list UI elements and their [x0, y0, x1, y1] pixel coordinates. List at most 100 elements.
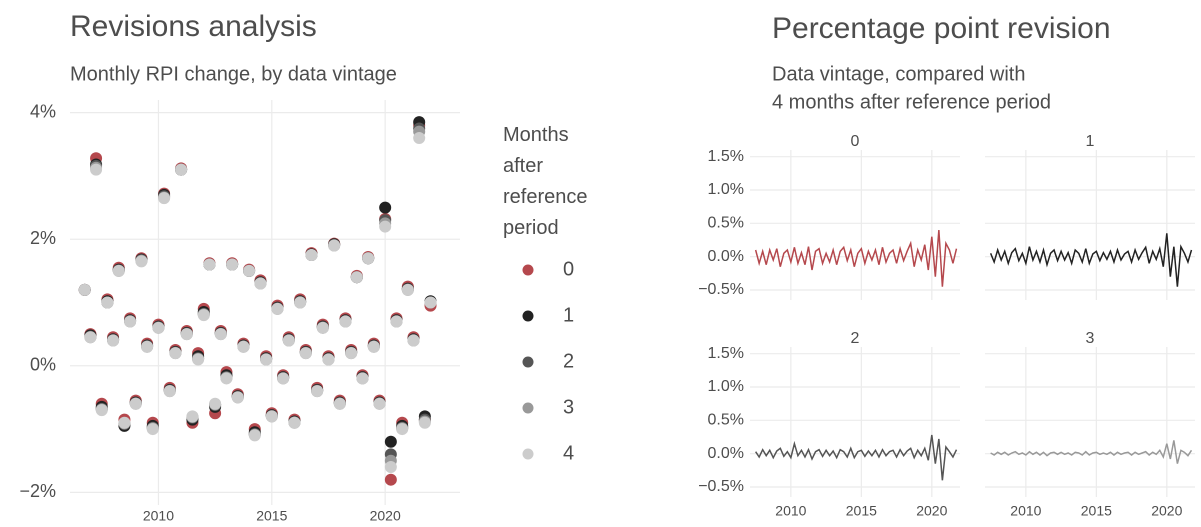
point: [118, 416, 131, 429]
point: [282, 334, 295, 347]
y-tick-label: −0.5%: [698, 478, 744, 495]
point: [367, 340, 380, 353]
point: [146, 423, 159, 436]
point: [243, 264, 256, 277]
chart-subtitle: Data vintage, compared with: [772, 63, 1025, 85]
legend-label: 2: [563, 350, 574, 372]
point: [271, 302, 284, 315]
chart-subtitle: 4 months after reference period: [772, 91, 1051, 113]
point: [186, 410, 199, 423]
legend-swatch: [522, 402, 534, 414]
y-tick-label: 4%: [30, 101, 56, 121]
point: [294, 296, 307, 309]
point: [135, 255, 148, 268]
point: [316, 321, 329, 334]
legend-label: 4: [563, 442, 574, 464]
point: [78, 283, 91, 296]
legend-label: 0: [563, 258, 574, 280]
point: [237, 340, 250, 353]
point: [141, 340, 154, 353]
point: [384, 461, 397, 474]
facet-label: 1: [1086, 133, 1095, 150]
legend-swatch: [522, 448, 534, 460]
y-tick-label: 1.5%: [708, 345, 744, 362]
x-tick-label: 2010: [1010, 503, 1041, 519]
point: [299, 347, 312, 360]
point: [305, 249, 318, 262]
legend-label: 1: [563, 304, 574, 326]
point: [379, 220, 392, 233]
chart-title: Revisions analysis: [70, 10, 317, 43]
point: [277, 372, 290, 385]
point: [390, 315, 403, 328]
point: [90, 163, 103, 176]
point: [101, 296, 114, 309]
point: [384, 435, 397, 448]
point: [254, 277, 267, 290]
y-tick-label: 0.0%: [708, 445, 744, 462]
legend-title: Months after reference period: [503, 124, 588, 239]
point: [129, 397, 142, 410]
legend-swatch: [522, 356, 534, 368]
point: [197, 309, 210, 322]
point: [220, 372, 233, 385]
line: [990, 440, 1193, 464]
point: [424, 296, 437, 309]
legend-swatch: [522, 310, 534, 322]
point: [401, 283, 414, 296]
x-tick-label: 2020: [370, 508, 401, 524]
x-tick-label: 2010: [775, 503, 806, 519]
legend-label: 3: [563, 396, 574, 418]
chart-title: Percentage point revision: [772, 12, 1111, 45]
line: [754, 229, 958, 287]
point: [396, 423, 409, 436]
legend-swatch: [522, 264, 534, 276]
point: [158, 192, 171, 205]
point: [356, 372, 369, 385]
x-tick-label: 2015: [256, 508, 287, 524]
point: [107, 334, 120, 347]
point: [333, 397, 346, 410]
facet-label: 2: [851, 330, 860, 347]
point: [384, 473, 397, 486]
y-tick-label: 1.0%: [708, 378, 744, 395]
facet-label: 3: [1086, 330, 1095, 347]
x-tick-label: 2020: [916, 503, 947, 519]
point: [124, 315, 137, 328]
point: [265, 410, 278, 423]
point: [418, 416, 431, 429]
point: [322, 353, 335, 366]
x-tick-label: 2010: [143, 508, 174, 524]
y-tick-label: 0.5%: [708, 215, 744, 232]
point: [373, 397, 386, 410]
y-tick-label: 0.0%: [708, 248, 744, 265]
point: [95, 404, 108, 417]
point: [175, 163, 188, 176]
point: [180, 328, 193, 341]
point: [345, 347, 358, 360]
y-tick-label: 0%: [30, 355, 56, 375]
y-tick-label: 0.5%: [708, 412, 744, 429]
point: [379, 201, 392, 214]
line: [755, 434, 958, 481]
y-tick-label: 1.5%: [708, 148, 744, 165]
y-tick-label: −0.5%: [698, 281, 744, 298]
point: [214, 328, 227, 341]
x-tick-label: 2020: [1151, 503, 1182, 519]
point: [169, 347, 182, 360]
x-tick-label: 2015: [846, 503, 877, 519]
point: [413, 131, 426, 144]
point: [203, 258, 216, 271]
y-tick-label: 1.0%: [708, 181, 744, 198]
point: [163, 385, 176, 398]
facet-label: 0: [851, 133, 860, 150]
point: [152, 321, 165, 334]
point: [231, 391, 244, 404]
x-tick-label: 2015: [1081, 503, 1112, 519]
line: [989, 233, 1193, 287]
y-tick-label: −2%: [19, 481, 56, 501]
point: [248, 429, 261, 442]
chart-subtitle: Monthly RPI change, by data vintage: [70, 63, 397, 85]
